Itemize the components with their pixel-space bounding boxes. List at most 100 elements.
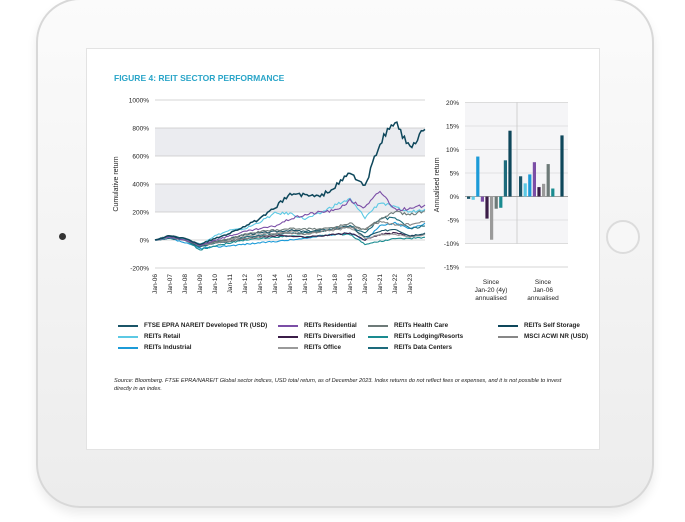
y-tick-label: 20% — [446, 100, 459, 107]
line-series-2 — [154, 221, 426, 250]
legend-label: REITs Retail — [144, 333, 181, 340]
legend-item: REITs Diversified — [278, 333, 355, 340]
category-label: annualised — [527, 295, 559, 302]
x-tick-label: Jan-13 — [257, 274, 264, 294]
bar-0-3 — [480, 196, 484, 202]
camera-icon — [59, 233, 66, 240]
legend-swatch — [368, 335, 388, 338]
y-tick-label: -5% — [447, 218, 459, 225]
y-tick-label: 800% — [132, 126, 149, 133]
legend-swatch — [118, 346, 138, 349]
plot-background — [465, 102, 568, 244]
grid-band — [155, 128, 425, 156]
bar-1-2 — [528, 174, 532, 197]
bar-0-1 — [471, 196, 475, 200]
x-tick-label: Jan-16 — [302, 274, 309, 294]
line-series-9 — [154, 121, 426, 246]
category-label: Jan-06 — [533, 287, 553, 294]
legend-label: REITs Lodging/Resorts — [394, 333, 464, 340]
category-label: Since — [535, 279, 552, 286]
legend-swatch — [368, 346, 388, 349]
legend-item: REITs Self Storage — [498, 322, 580, 329]
legend-label: REITs Residential — [304, 322, 357, 329]
y-tick-label: 0% — [140, 238, 150, 245]
legend-swatch — [498, 324, 518, 327]
y-tick-label: 0% — [450, 194, 460, 201]
legend-item: REITs Residential — [278, 322, 357, 329]
legend-swatch — [118, 335, 138, 338]
figure-title: FIGURE 4: REIT SECTOR PERFORMANCE — [114, 73, 285, 83]
x-tick-label: Jan-09 — [197, 274, 204, 294]
bar-0-6 — [494, 196, 498, 209]
x-tick-label: Jan-06 — [152, 274, 159, 294]
bar-1-5 — [542, 183, 546, 197]
x-tick-label: Jan-08 — [182, 274, 189, 294]
bar-0-8 — [503, 160, 507, 197]
legend-swatch — [278, 335, 298, 338]
legend-item: FTSE EPRA NAREIT Developed TR (USD) — [118, 322, 267, 329]
legend-item: MSCI ACWI NR (USD) — [498, 333, 588, 340]
legend-label: FTSE EPRA NAREIT Developed TR (USD) — [144, 322, 268, 329]
y-tick-label: 1000% — [129, 98, 149, 105]
legend-item: REITs Health Care — [368, 322, 448, 329]
home-button[interactable] — [606, 220, 640, 254]
bar-1-7 — [551, 188, 555, 197]
bar-1-9 — [560, 135, 564, 197]
line-series-3 — [154, 190, 426, 247]
y-tick-label: 600% — [132, 154, 149, 161]
y-axis-label: Annualised return — [434, 157, 441, 212]
grid-band — [155, 184, 425, 212]
x-tick-label: Jan-23 — [407, 274, 414, 294]
y-tick-label: 200% — [132, 210, 149, 217]
x-tick-label: Jan-20 — [362, 274, 369, 294]
x-tick-label: Jan-22 — [392, 274, 399, 294]
source-note: Source: Bloomberg. FTSE EPRA/NAREIT Glob… — [114, 378, 562, 392]
y-tick-label: 400% — [132, 182, 149, 189]
bar-1-4 — [537, 187, 541, 197]
legend-swatch — [278, 346, 298, 349]
category-label: annualised — [475, 295, 507, 302]
legend-swatch — [498, 335, 518, 338]
legend-label: REITs Office — [304, 344, 341, 351]
x-tick-label: Jan-10 — [212, 274, 219, 294]
bar-1-1 — [523, 183, 527, 197]
x-tick-label: Jan-11 — [227, 274, 234, 294]
x-tick-label: Jan-21 — [377, 274, 384, 294]
legend-item: REITs Office — [278, 344, 341, 351]
x-tick-label: Jan-07 — [167, 274, 174, 294]
y-tick-label: -10% — [444, 241, 459, 248]
category-label: Jan-20 (4y) — [475, 287, 508, 294]
category-label: Since — [483, 279, 500, 286]
y-axis-label: Cumulative return — [113, 156, 120, 211]
legend-label: REITs Industrial — [144, 344, 192, 351]
legend-item: REITs Industrial — [118, 344, 191, 351]
legend-label: REITs Diversified — [304, 333, 356, 340]
bar-1-3 — [532, 162, 536, 197]
legend-label: MSCI ACWI NR (USD) — [524, 333, 589, 340]
x-tick-label: Jan-14 — [272, 274, 279, 294]
x-tick-label: Jan-19 — [347, 274, 354, 294]
y-tick-label: 15% — [446, 124, 459, 131]
legend-label: REITs Data Centers — [394, 344, 452, 351]
bar-0-4 — [485, 196, 489, 219]
bar-0-9 — [508, 130, 512, 197]
y-tick-label: 10% — [446, 147, 459, 154]
bar-0-0 — [467, 196, 471, 199]
legend-item: REITs Retail — [118, 333, 180, 340]
bar-0-2 — [476, 156, 480, 197]
legend-label: REITs Health Care — [394, 322, 449, 329]
x-tick-label: Jan-18 — [332, 274, 339, 294]
bar-0-5 — [490, 196, 494, 240]
legend-item: REITs Lodging/Resorts — [368, 333, 463, 340]
y-tick-label: 5% — [450, 171, 460, 178]
bar-1-6 — [546, 164, 550, 197]
x-tick-label: Jan-17 — [317, 274, 324, 294]
legend-swatch — [368, 324, 388, 327]
bar-1-0 — [519, 176, 523, 197]
bar-0-7 — [499, 196, 503, 208]
y-tick-label: -200% — [130, 266, 149, 273]
y-tick-label: -15% — [444, 265, 459, 272]
legend-item: REITs Data Centers — [368, 344, 452, 351]
legend-swatch — [118, 324, 138, 327]
